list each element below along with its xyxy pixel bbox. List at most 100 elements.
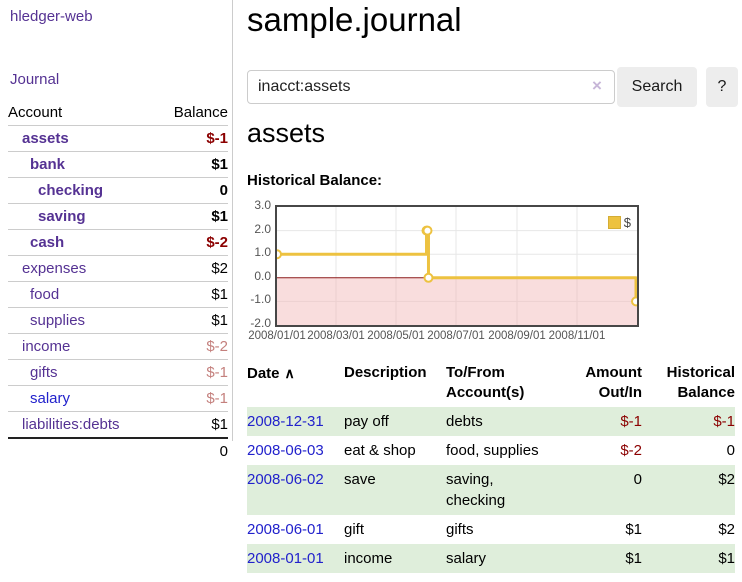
transactions-body: 2008-12-31pay offdebts$-1$-12008-06-03ea…	[247, 407, 735, 573]
transaction-date-link[interactable]: 2008-01-01	[247, 550, 324, 567]
sidebar-account-link-assets[interactable]: assets	[22, 130, 69, 147]
transaction-balance: $-1	[642, 407, 735, 436]
y-axis-tick-label: 3.0	[247, 198, 271, 212]
transaction-balance: $1	[642, 544, 735, 573]
transaction-balance: $2	[642, 465, 735, 515]
sidebar-account-balance: $-1	[156, 126, 228, 152]
transaction-date-link[interactable]: 2008-06-03	[247, 442, 324, 459]
sidebar-account-link-expenses[interactable]: expenses	[22, 260, 86, 277]
transaction-row: 2008-01-01incomesalary$1$1	[247, 544, 735, 573]
sidebar-account-row: gifts $-1	[8, 360, 228, 386]
page-title: sample.journal	[247, 0, 462, 40]
y-axis-tick-label: -1.0	[247, 292, 271, 306]
column-header-accounts: To/From Account(s)	[446, 361, 552, 407]
sidebar-account-link-salary[interactable]: salary	[30, 390, 70, 407]
transaction-balance: 0	[642, 436, 735, 465]
transaction-date-link[interactable]: 2008-12-31	[247, 413, 324, 430]
sidebar-account-link-gifts[interactable]: gifts	[30, 364, 58, 381]
transaction-accounts: salary	[446, 544, 552, 573]
transaction-row: 2008-12-31pay offdebts$-1$-1	[247, 407, 735, 436]
clear-search-icon[interactable]: ×	[592, 77, 602, 94]
help-button[interactable]: ?	[706, 67, 738, 107]
column-header-description: Description	[344, 361, 446, 407]
transaction-row: 2008-06-01 giftgifts$1$2	[247, 515, 735, 544]
transaction-amount: 0	[552, 465, 642, 515]
sidebar-account-balance: $2	[156, 256, 228, 282]
y-axis-tick-label: 0.0	[247, 269, 271, 283]
transaction-amount: $-1	[552, 407, 642, 436]
column-header-amount: Amount Out/In	[552, 361, 642, 407]
sidebar-account-balance: $1	[156, 282, 228, 308]
balance-chart-plot[interactable]: $	[275, 205, 639, 327]
historical-balance-chart: 3.02.01.00.0-1.0-2.0 $ 2008/01/012008/03…	[247, 203, 742, 348]
chart-legend: $	[608, 215, 631, 230]
app-title-link[interactable]: hledger-web	[10, 8, 93, 25]
sidebar-account-balance: $-1	[156, 360, 228, 386]
transactions-table: Date∧ Description To/From Account(s) Amo…	[247, 361, 735, 573]
balance-column-header: Balance	[156, 100, 228, 126]
sidebar-total-row: 0	[8, 438, 228, 464]
transaction-accounts: food, supplies	[446, 436, 552, 465]
sidebar-account-row: checking 0	[8, 178, 228, 204]
sidebar-account-row: cash $-2	[8, 230, 228, 256]
transaction-balance: $2	[642, 515, 735, 544]
sidebar-account-balance: $-2	[156, 230, 228, 256]
accounts-column-header: Account	[8, 100, 156, 126]
sidebar-account-link-income[interactable]: income	[22, 338, 70, 355]
y-axis-tick-label: 1.0	[247, 245, 271, 259]
transaction-amount: $1	[552, 515, 642, 544]
sidebar-account-link-supplies[interactable]: supplies	[30, 312, 85, 329]
transaction-accounts: saving, checking	[446, 465, 552, 515]
sidebar-account-balance: $-2	[156, 334, 228, 360]
sidebar-account-balance: $1	[156, 412, 228, 439]
sidebar-account-link-bank[interactable]: bank	[30, 156, 65, 173]
sidebar-total-spacer	[8, 438, 156, 464]
sidebar-item-journal[interactable]: Journal	[10, 71, 59, 88]
sidebar-account-row: income $-2	[8, 334, 228, 360]
sidebar-total-balance: 0	[156, 438, 228, 464]
sidebar-divider	[232, 0, 233, 441]
account-heading: assets	[247, 118, 325, 149]
transaction-description: pay off	[344, 407, 446, 436]
transaction-row: 2008-06-03 eat & shopfood, supplies$-20	[247, 436, 735, 465]
y-axis-tick-label: -2.0	[247, 316, 271, 330]
x-axis-tick-label: 2008/11/01	[539, 330, 615, 342]
search-button[interactable]: Search	[617, 67, 697, 107]
sidebar-account-balance: $1	[156, 204, 228, 230]
transaction-date-link[interactable]: 2008-06-02	[247, 471, 324, 488]
column-header-balance: Historical Balance	[642, 361, 735, 407]
transaction-description: income	[344, 544, 446, 573]
sidebar-account-row: saving $1	[8, 204, 228, 230]
column-header-date[interactable]: Date∧	[247, 361, 344, 407]
sort-ascending-icon: ∧	[285, 365, 295, 381]
sidebar-account-balance: $1	[156, 152, 228, 178]
chart-canvas	[277, 207, 637, 325]
sidebar-account-link-liabilities-debts[interactable]: liabilities:debts	[22, 416, 120, 433]
transaction-amount: $-2	[552, 436, 642, 465]
transaction-description: eat & shop	[344, 436, 446, 465]
sidebar-account-link-food[interactable]: food	[30, 286, 59, 303]
sidebar-account-link-cash[interactable]: cash	[30, 234, 64, 251]
search-input[interactable]	[247, 70, 615, 104]
y-axis-tick-label: 2.0	[247, 222, 271, 236]
chart-section-label: Historical Balance:	[247, 172, 382, 189]
legend-label: $	[624, 215, 631, 230]
sidebar-account-row: bank $1	[8, 152, 228, 178]
transaction-description: save	[344, 465, 446, 515]
sidebar-account-row: food $1	[8, 282, 228, 308]
transaction-accounts: gifts	[446, 515, 552, 544]
transaction-accounts: debts	[446, 407, 552, 436]
legend-swatch-icon	[608, 216, 621, 229]
sidebar-account-link-saving[interactable]: saving	[38, 208, 86, 225]
sidebar-account-row: liabilities:debts $1	[8, 412, 228, 439]
transaction-amount: $1	[552, 544, 642, 573]
transaction-description: gift	[344, 515, 446, 544]
transaction-date-link[interactable]: 2008-06-01	[247, 521, 324, 538]
sidebar-account-balance: 0	[156, 178, 228, 204]
sidebar-account-row: expenses $2	[8, 256, 228, 282]
sidebar-accounts-body: assets$-1bank$1checking0saving$1cash$-2e…	[8, 126, 228, 439]
sidebar-account-balance: $-1	[156, 386, 228, 412]
sidebar-account-link-checking[interactable]: checking	[38, 182, 103, 199]
sidebar-accounts-table: Account Balance assets $-1 bank $1 checking 0…	[8, 100, 228, 464]
sidebar-account-balance: $1	[156, 308, 228, 334]
